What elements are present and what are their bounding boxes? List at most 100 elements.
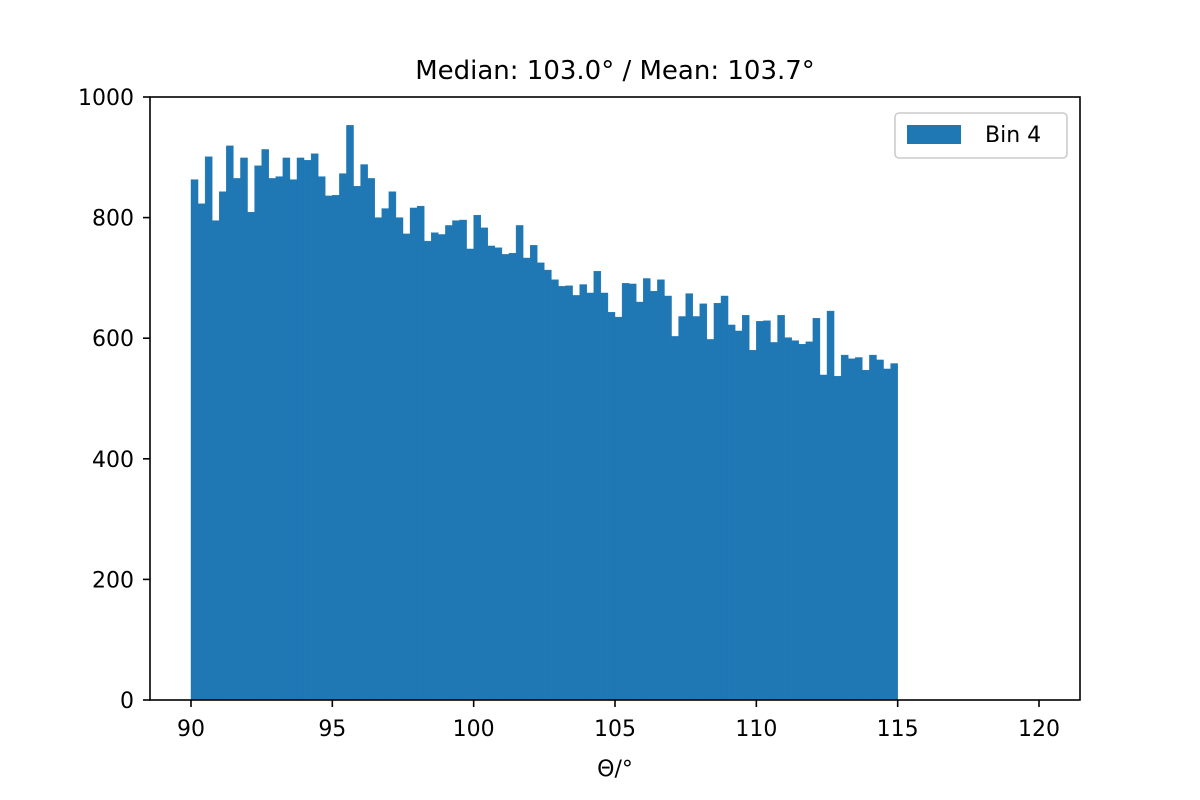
histogram-bar xyxy=(869,354,877,701)
y-tick-label: 400 xyxy=(92,448,134,473)
histogram-bar xyxy=(607,312,616,701)
histogram-bar xyxy=(614,316,623,701)
histogram-bar xyxy=(247,211,255,701)
histogram-bar xyxy=(480,227,489,701)
x-tick-label: 100 xyxy=(453,717,495,742)
histogram-bar xyxy=(749,350,757,701)
histogram-bar xyxy=(544,269,552,701)
histogram-bar xyxy=(530,245,538,701)
histogram-bar xyxy=(275,176,284,701)
histogram-bar xyxy=(685,293,693,701)
histogram-bar xyxy=(452,220,460,701)
histogram-bar xyxy=(388,191,397,701)
histogram-bar xyxy=(833,375,842,701)
x-tick-label: 110 xyxy=(735,717,777,742)
histogram-bar xyxy=(636,301,644,701)
histogram-bar xyxy=(395,217,404,701)
histogram-bar xyxy=(826,310,835,701)
histogram-bar xyxy=(650,290,658,701)
histogram-bar xyxy=(734,330,743,701)
histogram-bar xyxy=(579,284,587,701)
y-tick-label: 800 xyxy=(92,207,134,232)
x-tick-label: 115 xyxy=(877,717,919,742)
histogram-bar xyxy=(770,342,778,701)
histogram-bar xyxy=(692,316,701,701)
histogram-bar xyxy=(664,295,672,701)
histogram-bar xyxy=(742,315,750,701)
histogram-bar xyxy=(876,359,884,701)
histogram-bar xyxy=(289,179,298,701)
histogram-bar xyxy=(487,245,496,701)
histogram-bar xyxy=(819,374,828,701)
histogram-bar xyxy=(805,341,814,701)
histogram-bar xyxy=(367,178,375,701)
histogram-bar xyxy=(657,279,665,701)
histogram-bar xyxy=(501,254,510,701)
histogram-bar xyxy=(423,240,432,701)
histogram-bar xyxy=(233,178,241,701)
histogram-bar xyxy=(798,344,807,701)
histogram-bar xyxy=(360,164,368,701)
histogram-bar xyxy=(190,179,199,701)
histogram-bar xyxy=(219,191,227,701)
histogram-bar xyxy=(459,219,467,701)
histogram-bar xyxy=(763,320,771,701)
histogram-bar xyxy=(777,315,785,701)
histogram-bar xyxy=(628,283,637,701)
histogram-bar xyxy=(473,214,481,701)
histogram-bar xyxy=(211,220,220,701)
legend-box xyxy=(894,112,1068,159)
histogram-bar xyxy=(381,208,390,701)
legend-label: Bin 4 xyxy=(985,123,1041,148)
histogram-bar xyxy=(572,295,580,701)
histogram-bar xyxy=(848,358,856,701)
histogram-bar xyxy=(756,321,764,701)
histogram-bar xyxy=(593,271,602,701)
histogram-bar xyxy=(261,149,269,701)
histogram-bar xyxy=(303,160,312,701)
histogram-bar xyxy=(678,316,686,701)
histogram-bar xyxy=(862,369,870,701)
x-tick-label: 90 xyxy=(177,717,205,742)
chart-title: Median: 103.0° / Mean: 103.7° xyxy=(415,56,815,86)
histogram-bar xyxy=(325,195,333,701)
histogram-bar xyxy=(537,262,545,701)
histogram-bar xyxy=(890,363,898,701)
x-tick-label: 120 xyxy=(1018,717,1060,742)
histogram-bar xyxy=(494,247,503,701)
y-tick-label: 1000 xyxy=(78,86,134,111)
histogram-bar xyxy=(197,203,206,701)
histogram-bar xyxy=(706,339,715,701)
y-tick-label: 0 xyxy=(120,689,134,714)
histogram-bar xyxy=(727,324,736,701)
legend: Bin 4 xyxy=(894,112,1068,159)
histogram-bar xyxy=(565,285,573,701)
histogram-bar xyxy=(621,283,630,701)
histogram-bar xyxy=(466,248,474,701)
y-tick-label: 600 xyxy=(92,327,134,352)
histogram-bar xyxy=(600,292,609,701)
y-axis: 0 200 400 600 800 1000 xyxy=(78,86,150,714)
legend-swatch xyxy=(907,125,961,144)
x-tick-label: 105 xyxy=(594,717,636,742)
histogram-bar xyxy=(551,279,559,701)
histogram-bar xyxy=(720,295,729,701)
histogram-bar xyxy=(282,157,291,701)
histogram-bar xyxy=(240,157,248,701)
histogram-bar xyxy=(643,278,651,701)
y-tick-label: 200 xyxy=(92,568,134,593)
histogram-bar xyxy=(812,318,821,701)
histogram-bar xyxy=(317,176,326,701)
x-axis-label: Θ/° xyxy=(597,757,633,782)
histogram-bar xyxy=(438,234,446,701)
histogram-bar xyxy=(296,157,305,701)
histogram-bar xyxy=(586,292,594,701)
histogram-bar xyxy=(840,354,849,701)
x-axis: 90 95 100 105 110 115 120 xyxy=(177,700,1060,742)
histogram-bar xyxy=(671,336,679,701)
histogram-bar xyxy=(353,186,361,701)
histogram-bar xyxy=(346,125,354,701)
histogram-bar xyxy=(515,225,524,701)
x-tick-label: 95 xyxy=(318,717,346,742)
